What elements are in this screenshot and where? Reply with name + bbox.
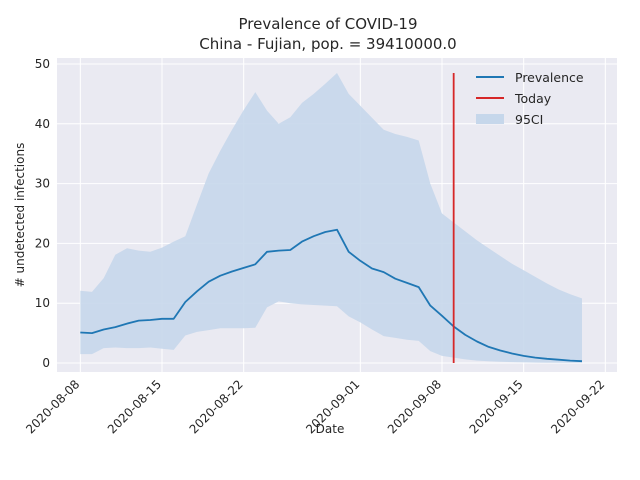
y-tick-label: 0	[42, 356, 50, 370]
x-tick-label: 2020-08-22	[187, 377, 246, 436]
legend-swatch-ci	[476, 114, 504, 124]
legend-label-prevalence: Prevalence	[515, 70, 584, 85]
y-tick-label: 10	[35, 296, 50, 310]
x-tick-label: 2020-09-08	[385, 377, 444, 436]
series-line-layer	[80, 72, 583, 364]
x-tick-label: 2020-09-15	[467, 377, 526, 436]
chart-title-line1: Prevalence of COVID-19	[238, 15, 417, 33]
legend-label-ci: 95CI	[515, 112, 543, 127]
x-tick-label: 2020-08-08	[23, 377, 82, 436]
x-axis-label: Date	[316, 422, 345, 436]
y-tick-label: 30	[35, 177, 50, 191]
ci-band-layer	[80, 73, 583, 363]
y-tick-label: 50	[35, 57, 50, 71]
chart-title-line2: China - Fujian, pop. = 39410000.0	[199, 35, 456, 53]
ci-band	[80, 73, 583, 363]
prevalence-line	[80, 228, 583, 363]
x-tick-label: 2020-08-15	[105, 377, 164, 436]
x-tick-label: 2020-09-22	[548, 377, 607, 436]
y-tick-labels: 0 10 20 30 40 50	[35, 57, 50, 370]
legend-label-today: Today	[514, 91, 552, 106]
y-tick-label: 40	[35, 117, 50, 131]
y-tick-label: 20	[35, 236, 50, 250]
legend: Prevalence Today 95CI	[476, 70, 584, 127]
y-axis-label: # undetected infections	[13, 143, 27, 288]
